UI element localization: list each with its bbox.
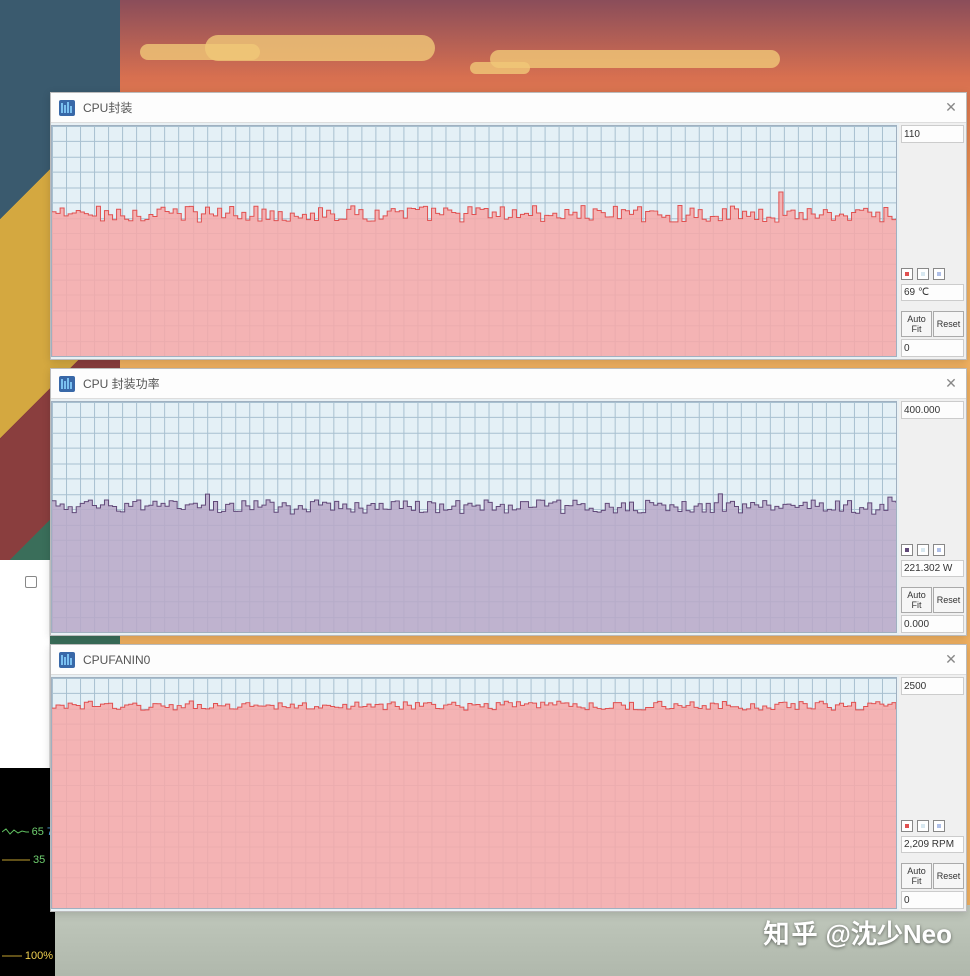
current-value: 2,209 RPM	[901, 836, 964, 853]
legend	[901, 818, 964, 834]
auto-fit-button[interactable]: Auto Fit	[901, 863, 932, 889]
watermark-logo: 知乎	[764, 914, 820, 951]
y-min-label: 0	[901, 891, 964, 909]
checkbox[interactable]	[25, 576, 37, 588]
chart-side-panel: 400.000 221.302 W Auto Fit Reset 0.000	[899, 399, 966, 635]
legend-swatch[interactable]	[933, 820, 945, 832]
dark-monitor-panel: 657 35 100%	[0, 768, 55, 976]
y-max-label: 2500	[901, 677, 964, 695]
titlebar[interactable]: CPUFANIN0 ✕	[51, 645, 966, 675]
chart-area[interactable]	[51, 401, 897, 633]
chart-area[interactable]	[51, 677, 897, 909]
legend	[901, 266, 964, 282]
titlebar[interactable]: CPU 封装功率 ✕	[51, 369, 966, 399]
legend-swatch[interactable]	[917, 820, 929, 832]
chart-area[interactable]	[51, 125, 897, 357]
cloud-shape	[470, 62, 530, 74]
monitor-window: CPUFANIN0 ✕ 2500 2,209 RPM Auto Fit Rese	[50, 644, 967, 912]
app-icon	[59, 376, 75, 392]
y-max-label: 110	[901, 125, 964, 143]
legend-swatch[interactable]	[933, 544, 945, 556]
y-max-label: 400.000	[901, 401, 964, 419]
y-min-label: 0.000	[901, 615, 964, 633]
reset-button[interactable]: Reset	[933, 863, 964, 889]
watermark-author: @沈少Neo	[826, 914, 952, 951]
auto-fit-button[interactable]: Auto Fit	[901, 311, 932, 337]
app-icon	[59, 652, 75, 668]
legend-swatch[interactable]	[901, 268, 913, 280]
reset-button[interactable]: Reset	[933, 587, 964, 613]
cloud-shape	[140, 44, 260, 60]
close-icon[interactable]: ✕	[942, 375, 960, 393]
auto-fit-button[interactable]: Auto Fit	[901, 587, 932, 613]
monitor-window: CPU 封装功率 ✕ 400.000 221.302 W Auto Fit Re	[50, 368, 967, 636]
close-icon[interactable]: ✕	[942, 99, 960, 117]
legend-swatch[interactable]	[901, 820, 913, 832]
current-value: 221.302 W	[901, 560, 964, 577]
chart-side-panel: 110 69 ℃ Auto Fit Reset 0	[899, 123, 966, 359]
current-value: 69 ℃	[901, 284, 964, 301]
chart-side-panel: 2500 2,209 RPM Auto Fit Reset 0	[899, 675, 966, 911]
monitor-window: CPU封装 ✕ 110 69 ℃ Auto Fit Reset	[50, 92, 967, 360]
dark-reading-65: 65	[32, 826, 44, 838]
window-title: CPU封装	[83, 99, 132, 116]
app-icon	[59, 100, 75, 116]
legend	[901, 542, 964, 558]
legend-swatch[interactable]	[917, 268, 929, 280]
close-icon[interactable]: ✕	[942, 651, 960, 669]
window-title: CPUFANIN0	[83, 653, 150, 667]
legend-swatch[interactable]	[933, 268, 945, 280]
legend-swatch[interactable]	[917, 544, 929, 556]
legend-swatch[interactable]	[901, 544, 913, 556]
watermark: 知乎 @沈少Neo	[764, 914, 953, 951]
titlebar[interactable]: CPU封装 ✕	[51, 93, 966, 123]
window-title: CPU 封装功率	[83, 375, 160, 392]
reset-button[interactable]: Reset	[933, 311, 964, 337]
y-min-label: 0	[901, 339, 964, 357]
dark-reading-35: 35	[33, 854, 45, 866]
dark-reading-100: 100%	[25, 950, 53, 962]
cloud-shape	[490, 50, 780, 68]
